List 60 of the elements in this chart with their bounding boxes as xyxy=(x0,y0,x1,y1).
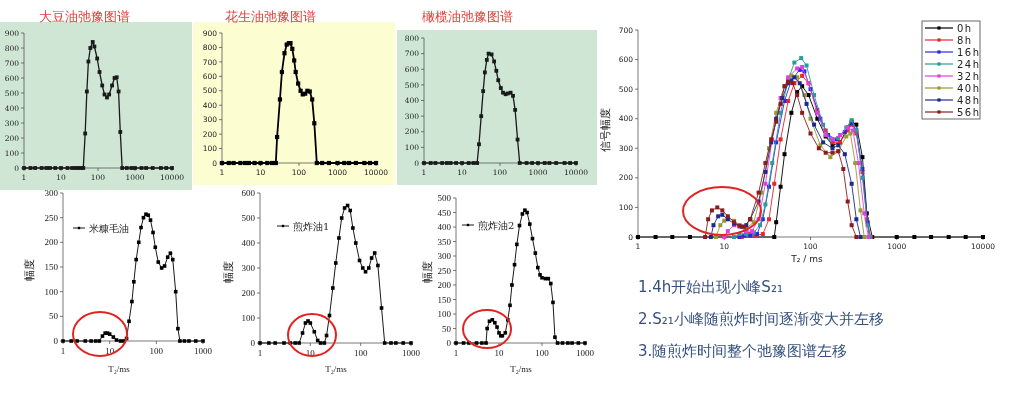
x-tick-label: 1000 xyxy=(194,346,213,356)
x-tick-label: 100 xyxy=(149,346,164,356)
y-axis-title: 信号幅度 xyxy=(599,108,612,152)
legend-label: 24h xyxy=(957,58,981,70)
x-tick-label: 1000 xyxy=(576,348,595,358)
legend-label: 0h xyxy=(957,22,973,34)
legend-label: 16h xyxy=(957,46,981,58)
chart-title: 大豆油弛豫图谱 xyxy=(38,9,130,24)
y-tick-label: 400 xyxy=(241,238,256,249)
y-tick-label: 350 xyxy=(437,236,452,247)
y-tick-label: 0 xyxy=(250,338,256,349)
y-tick-label: 100 xyxy=(44,286,59,297)
x-tick-label: 10 xyxy=(494,348,504,358)
legend-label: 煎炸油1 xyxy=(293,220,330,232)
x-tick-label: 1 xyxy=(453,348,459,358)
y-axis-title: 幅度 xyxy=(421,261,434,283)
y-tick-label: 300 xyxy=(437,251,452,262)
y-tick-label: 100 xyxy=(437,309,452,320)
x-axis-title: T₂/ms xyxy=(325,364,348,374)
chart-title: 花生油弛豫图谱 xyxy=(224,9,316,24)
y-tick-label: 400 xyxy=(437,222,452,233)
y-tick-label: 50 xyxy=(442,323,452,334)
x-tick-label: 100 xyxy=(353,348,368,358)
x-axis-title: T₂/ms xyxy=(108,364,131,374)
legend-label: 40h xyxy=(957,82,981,94)
legend-label: 56h xyxy=(957,106,981,118)
y-tick-label: 300 xyxy=(241,263,256,274)
x-tick-label: 100 xyxy=(535,348,550,358)
x-axis-title: T₂ / ms xyxy=(790,254,823,264)
y-tick-label: 100 xyxy=(241,313,256,324)
text: 2.S₂₁小峰随煎炸时间逐渐变大并左移 xyxy=(638,310,884,328)
y-tick-label: 0 xyxy=(446,338,452,349)
y-tick-label: 200 xyxy=(44,237,59,248)
y-tick-label: 150 xyxy=(44,262,59,273)
legend-label: 8h xyxy=(957,34,973,46)
y-tick-label: 200 xyxy=(437,280,452,291)
legend-label: 煎炸油2 xyxy=(478,219,515,231)
legend-label: 48h xyxy=(957,94,981,106)
y-tick-label: 250 xyxy=(437,265,452,276)
y-tick-label: 600 xyxy=(241,188,256,199)
y-tick-label: 500 xyxy=(437,193,452,204)
x-tick-label: 1 xyxy=(257,348,263,358)
chart-title: 橄榄油弛豫图谱 xyxy=(421,9,513,24)
y-axis-title: 幅度 xyxy=(222,261,235,283)
y-tick-label: 500 xyxy=(241,213,256,224)
x-tick-label: 1000 xyxy=(402,348,421,358)
x-tick-label: 1 xyxy=(60,346,66,356)
y-axis-title: 幅度 xyxy=(23,259,36,281)
text: 1.4h开始出现小峰S₂₁ xyxy=(638,278,783,296)
y-tick-label: 250 xyxy=(44,212,59,223)
text: 3.随煎炸时间整个弛豫图谱左移 xyxy=(638,342,848,360)
legend-label: 32h xyxy=(957,70,981,82)
legend-label: 米糠毛油 xyxy=(89,222,129,234)
y-tick-label: 450 xyxy=(437,207,452,218)
y-tick-label: 300 xyxy=(44,188,59,199)
y-tick-label: 200 xyxy=(241,288,256,299)
y-tick-label: 0 xyxy=(53,336,59,347)
y-tick-label: 150 xyxy=(437,294,452,305)
x-axis-title: T₂/ms xyxy=(510,364,533,374)
y-tick-label: 50 xyxy=(49,311,59,322)
